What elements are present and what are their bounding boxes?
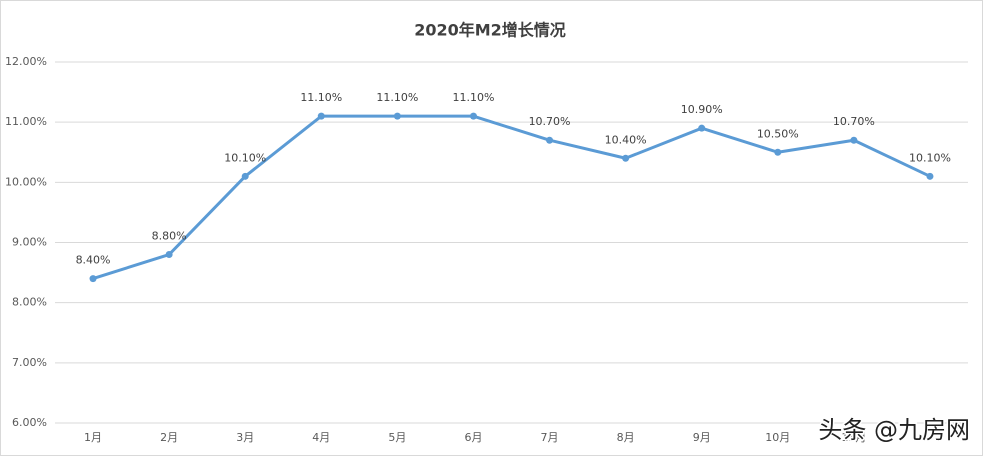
x-tick-label: 10月 [765, 431, 790, 444]
data-point [241, 172, 249, 180]
data-label: 11.10% [300, 91, 342, 104]
x-tick-label: 6月 [464, 431, 482, 444]
series-line [92, 114, 931, 281]
x-tick-label: 2月 [160, 431, 178, 444]
x-tick-label: 5月 [388, 431, 406, 444]
y-tick-label: 11.00% [5, 115, 47, 128]
data-label: 10.40% [605, 133, 647, 146]
data-point [165, 251, 173, 259]
data-label: 10.70% [833, 115, 875, 128]
data-point [926, 172, 934, 180]
data-label: 11.10% [376, 91, 418, 104]
x-tick-label: 1月 [84, 431, 102, 444]
y-tick-label: 12.00% [5, 55, 47, 68]
data-point [698, 124, 706, 132]
data-point [317, 112, 325, 120]
data-point [622, 154, 630, 162]
data-label: 8.40% [76, 254, 111, 267]
y-tick-label: 9.00% [12, 236, 47, 249]
x-tick-label: 4月 [312, 431, 330, 444]
y-tick-label: 10.00% [5, 175, 47, 188]
data-label: 11.10% [452, 91, 494, 104]
data-label: 10.10% [224, 151, 266, 164]
data-point [546, 136, 554, 144]
data-label: 10.10% [909, 151, 951, 164]
chart-title: 2020年M2增长情况 [414, 21, 566, 40]
data-point [774, 148, 782, 156]
y-tick-label: 8.00% [12, 296, 47, 309]
data-label: 10.70% [529, 115, 571, 128]
data-label: 10.50% [757, 127, 799, 140]
data-label: 8.80% [152, 230, 187, 243]
x-tick-label: 3月 [236, 431, 254, 444]
data-label: 10.90% [681, 103, 723, 116]
x-tick-label: 11月 [841, 431, 866, 444]
watermark: 头条 @九房网 [818, 416, 970, 444]
x-tick-label: 8月 [617, 431, 635, 444]
y-tick-label: 6.00% [12, 416, 47, 429]
data-point [469, 112, 477, 120]
y-tick-label: 7.00% [12, 356, 47, 369]
x-tick-label: 9月 [693, 431, 711, 444]
data-point [850, 136, 858, 144]
x-tick-label: 7月 [541, 431, 559, 444]
data-point [89, 275, 97, 283]
data-point [393, 112, 401, 120]
